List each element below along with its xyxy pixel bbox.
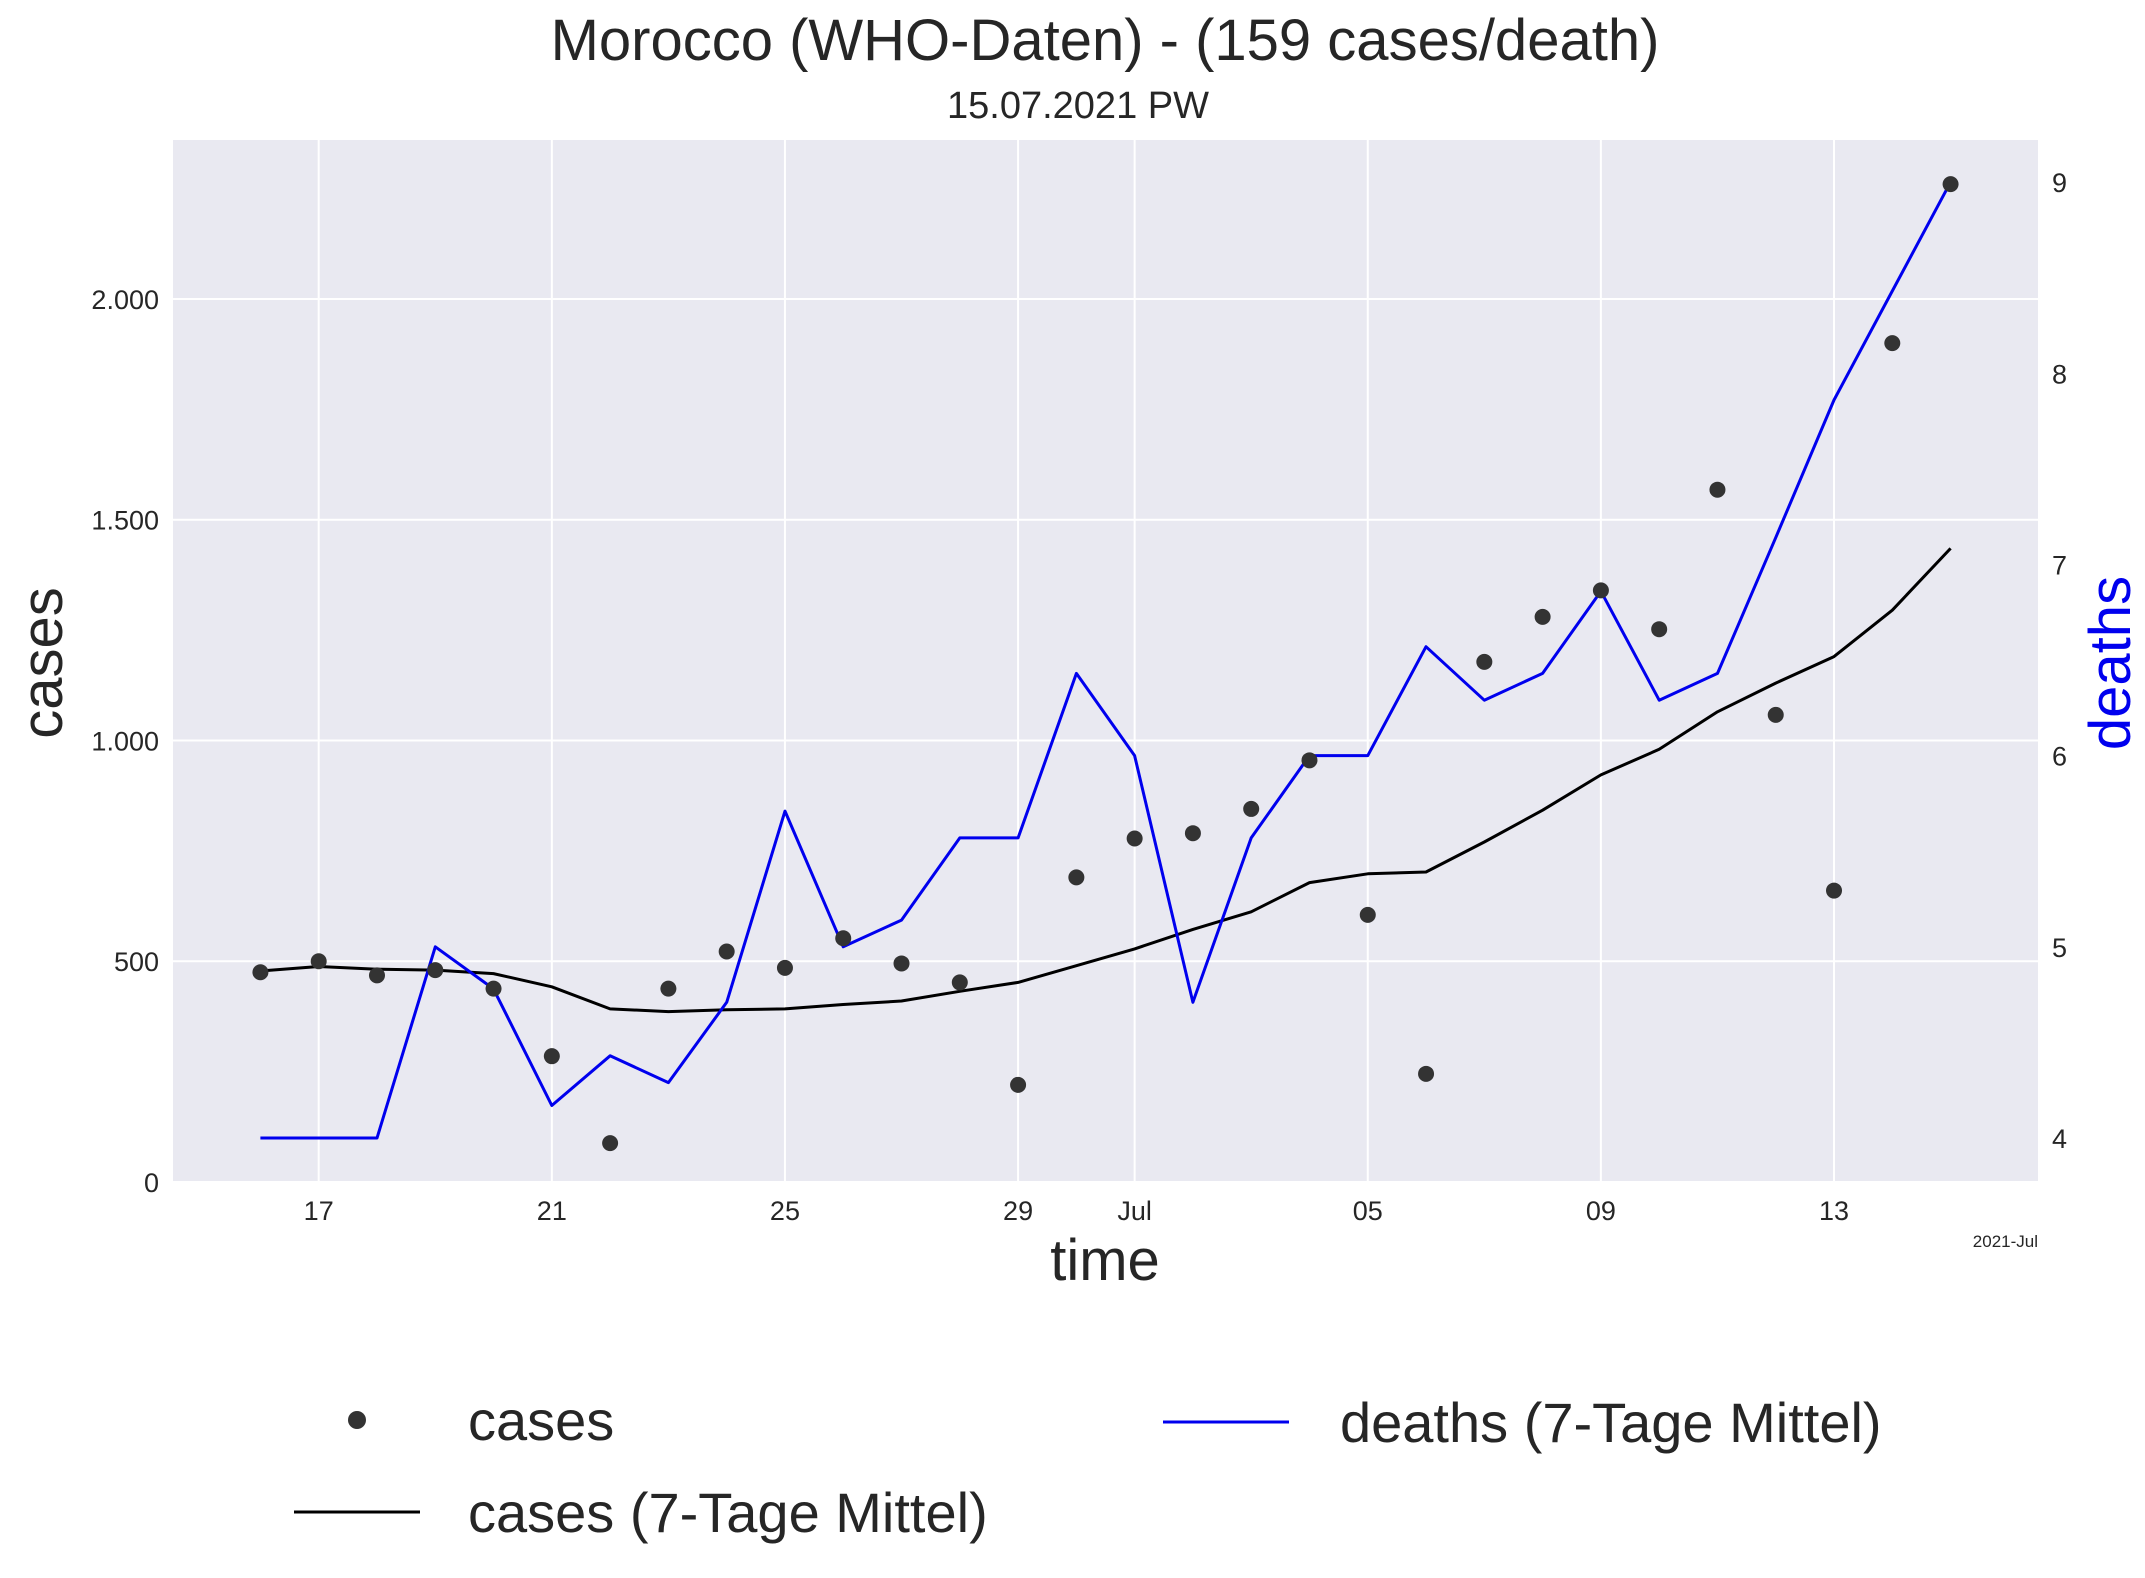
data-point-cases — [252, 964, 269, 981]
y-tick-labels-left: 0 500 1.000 1.500 2.000 — [91, 285, 159, 1198]
data-point-cases — [1826, 882, 1843, 899]
plot-area — [173, 140, 2038, 1182]
data-point-cases — [1184, 825, 1201, 842]
data-point-cases — [776, 959, 793, 976]
data-point-cases — [485, 980, 502, 997]
y-tick-label-left: 2.000 — [91, 285, 159, 315]
data-point-cases — [951, 974, 968, 991]
y-tick-label-right: 8 — [2052, 359, 2067, 389]
data-point-cases — [1476, 653, 1493, 670]
data-point-cases — [718, 943, 735, 960]
x-tick-label: 25 — [770, 1196, 800, 1226]
data-point-cases — [368, 967, 385, 984]
data-point-cases — [660, 980, 677, 997]
legend-label-cases-avg: cases (7-Tage Mittel) — [468, 1481, 988, 1544]
y-tick-labels-right: 4 5 6 7 8 9 — [2052, 168, 2067, 1154]
series-line-cases-avg — [260, 547, 1952, 1014]
x-tick-label: 17 — [304, 1196, 334, 1226]
y-tick-label-right: 4 — [2052, 1124, 2067, 1154]
legend-label-deaths-avg: deaths (7-Tage Mittel) — [1340, 1391, 1882, 1454]
legend-label-cases: cases — [468, 1389, 614, 1452]
data-point-cases — [1534, 608, 1551, 625]
series-layer — [252, 176, 1959, 1152]
data-point-cases — [1010, 1076, 1027, 1093]
x-tick-label: 05 — [1353, 1196, 1383, 1226]
data-point-cases — [1243, 800, 1260, 817]
data-point-cases — [602, 1135, 619, 1152]
data-point-cases — [1418, 1065, 1435, 1082]
data-point-cases — [310, 953, 327, 970]
x-axis-label: time — [1050, 1228, 1160, 1293]
y-axis-label-left: cases — [10, 587, 75, 739]
data-point-cases — [543, 1048, 560, 1065]
x-tick-label: 09 — [1586, 1196, 1616, 1226]
y-tick-label-left: 500 — [114, 947, 159, 977]
legend: cases cases (7-Tage Mittel) deaths (7-Ta… — [294, 1389, 1882, 1544]
legend-marker-cases — [348, 1411, 366, 1429]
data-point-cases — [1767, 706, 1784, 723]
data-point-cases — [835, 930, 852, 947]
x-tick-label: 29 — [1003, 1196, 1033, 1226]
data-point-cases — [427, 962, 444, 979]
y-gridlines — [173, 297, 2038, 1183]
y-tick-label-left: 0 — [144, 1168, 159, 1198]
data-point-cases — [1709, 481, 1726, 498]
series-line-deaths-avg — [260, 181, 1952, 1140]
chart-subtitle: 15.07.2021 PW — [947, 85, 1209, 127]
y-tick-label-right: 5 — [2052, 933, 2067, 963]
data-point-cases — [1068, 869, 1085, 886]
chart-title: Morocco (WHO-Daten) - (159 cases/death) — [551, 8, 1660, 73]
data-point-cases — [1592, 582, 1609, 599]
data-point-cases — [1301, 752, 1318, 769]
y-tick-label-left: 1.000 — [91, 726, 159, 756]
x-gridlines — [317, 140, 1836, 1182]
data-point-cases — [1359, 906, 1376, 923]
x-tick-label: Jul — [1117, 1196, 1152, 1226]
y-tick-label-left: 1.500 — [91, 506, 159, 536]
data-point-cases — [893, 955, 910, 972]
y-tick-label-right: 9 — [2052, 168, 2067, 198]
data-point-cases — [1651, 621, 1668, 638]
y-tick-label-right: 7 — [2052, 550, 2067, 580]
data-point-cases — [1942, 176, 1959, 193]
series-cases-points — [252, 176, 1959, 1152]
data-point-cases — [1126, 830, 1143, 847]
x-tick-label: 21 — [537, 1196, 567, 1226]
x-tick-label: 13 — [1819, 1196, 1849, 1226]
data-point-cases — [1884, 335, 1901, 352]
y-axis-label-right: deaths — [2078, 576, 2143, 750]
x-offset-label: 2021-Jul — [1973, 1232, 2038, 1251]
y-tick-label-right: 6 — [2052, 742, 2067, 772]
x-tick-labels: 17 21 25 29 Jul 05 09 13 — [304, 1196, 1849, 1226]
